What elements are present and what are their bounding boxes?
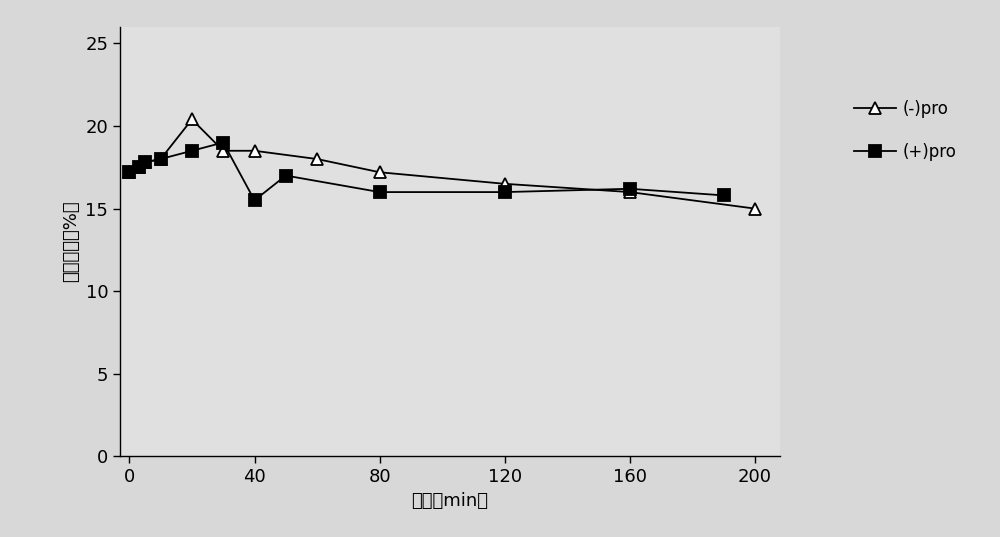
(+)pro: [374, 189, 386, 195]
(+)pro: [718, 192, 730, 199]
(+)pro: [123, 169, 135, 176]
(+)pro: [133, 164, 145, 171]
(+)pro: [155, 156, 167, 162]
(+)pro: [624, 186, 636, 192]
Y-axis label: 恢复活性（%）: 恢复活性（%）: [62, 201, 80, 282]
(-)pro: [123, 169, 135, 176]
(-)pro: [311, 156, 323, 162]
(+)pro: [280, 172, 292, 179]
Line: (+)pro: (+)pro: [124, 137, 729, 206]
(-)pro: [133, 164, 145, 171]
Line: (-)pro: (-)pro: [123, 113, 761, 215]
Legend: (-)pro, (+)pro: (-)pro, (+)pro: [854, 100, 956, 161]
(+)pro: [499, 189, 511, 195]
(-)pro: [186, 116, 198, 122]
X-axis label: 时间（min）: 时间（min）: [412, 492, 488, 510]
(-)pro: [139, 159, 151, 165]
(-)pro: [249, 148, 261, 154]
(+)pro: [217, 139, 229, 146]
(-)pro: [155, 156, 167, 162]
(-)pro: [374, 169, 386, 176]
(-)pro: [217, 148, 229, 154]
(-)pro: [749, 205, 761, 212]
(+)pro: [139, 159, 151, 165]
(+)pro: [186, 148, 198, 154]
(-)pro: [624, 189, 636, 195]
(+)pro: [249, 197, 261, 204]
(-)pro: [499, 180, 511, 187]
